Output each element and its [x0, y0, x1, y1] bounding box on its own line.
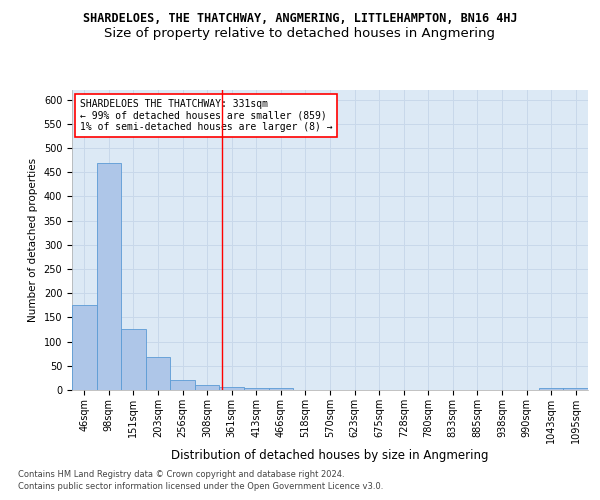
Bar [244, 388, 269, 390]
Bar [269, 388, 293, 390]
Text: SHARDELOES, THE THATCHWAY, ANGMERING, LITTLEHAMPTON, BN16 4HJ: SHARDELOES, THE THATCHWAY, ANGMERING, LI… [83, 12, 517, 26]
Bar [97, 162, 121, 390]
Text: Contains HM Land Registry data © Crown copyright and database right 2024.: Contains HM Land Registry data © Crown c… [18, 470, 344, 479]
X-axis label: Distribution of detached houses by size in Angmering: Distribution of detached houses by size … [171, 448, 489, 462]
Bar [563, 388, 588, 390]
Bar [121, 328, 146, 390]
Bar [72, 306, 97, 390]
Text: Contains public sector information licensed under the Open Government Licence v3: Contains public sector information licen… [18, 482, 383, 491]
Bar [195, 385, 220, 390]
Bar [220, 386, 244, 390]
Text: SHARDELOES THE THATCHWAY: 331sqm
← 99% of detached houses are smaller (859)
1% o: SHARDELOES THE THATCHWAY: 331sqm ← 99% o… [80, 99, 332, 132]
Bar [170, 380, 195, 390]
Bar [539, 388, 563, 390]
Bar [146, 357, 170, 390]
Text: Size of property relative to detached houses in Angmering: Size of property relative to detached ho… [104, 28, 496, 40]
Y-axis label: Number of detached properties: Number of detached properties [28, 158, 38, 322]
